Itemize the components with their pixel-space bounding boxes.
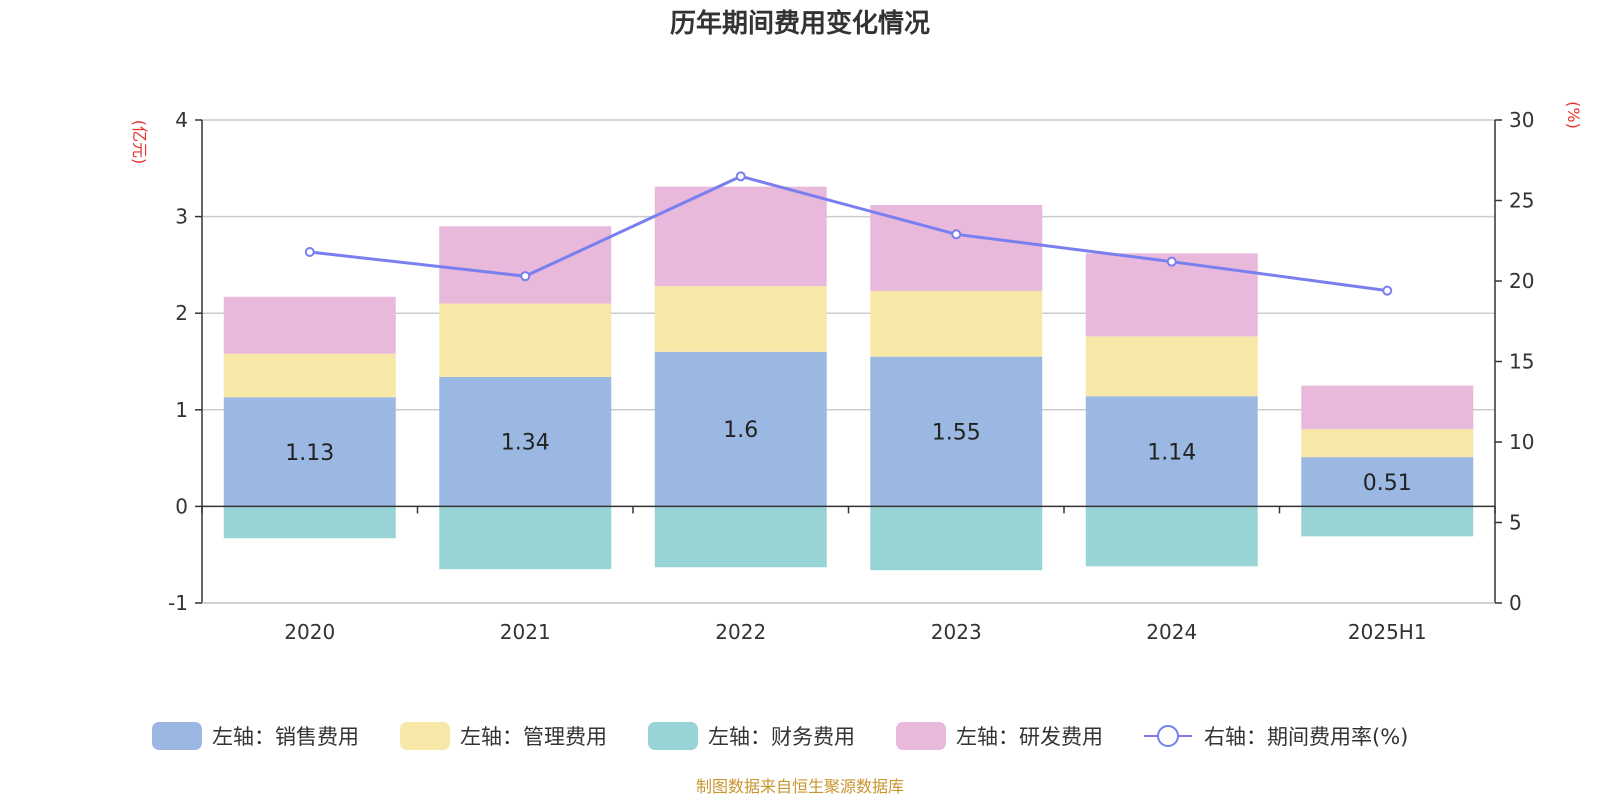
right-axis-tick-label: 5	[1509, 511, 1522, 535]
legend-swatch	[400, 722, 450, 750]
legend-label: 右轴：期间费用率(%)	[1204, 725, 1408, 749]
gridlines	[202, 119, 1495, 604]
bar-data-label: 1.13	[285, 441, 334, 466]
left-axis-tick-label: 3	[175, 205, 188, 229]
bar-segment	[654, 286, 827, 352]
bar-data-label: 1.6	[723, 418, 758, 443]
bar-segment	[223, 353, 396, 398]
bar-segment	[654, 506, 827, 568]
bar-segment	[439, 506, 612, 570]
x-axis-tick-label: 2020	[284, 620, 335, 644]
x-axis-tick-label: 2023	[931, 620, 982, 644]
bar-segment	[870, 290, 1043, 357]
bar-segment	[223, 397, 396, 507]
bar-segment	[439, 303, 612, 377]
bar-data-label: 1.34	[501, 431, 550, 456]
bar-segment	[223, 506, 396, 539]
legend-swatch	[648, 722, 698, 750]
legend-label: 左轴：研发费用	[956, 725, 1103, 749]
bar-segment	[1085, 253, 1258, 337]
legend-marker-swatch	[1157, 725, 1179, 747]
bar-segment	[870, 506, 1043, 571]
legend: 左轴：销售费用 左轴：管理费用 左轴：财务费用 左轴：研发费用 右轴：期间费用率(%)	[152, 722, 1408, 750]
bar-segment	[1301, 429, 1474, 458]
bar-segment	[870, 356, 1043, 507]
rate-line-group	[304, 171, 1393, 296]
right-axis-unit: (%)	[1564, 101, 1583, 129]
bar-segment	[1301, 457, 1474, 507]
right-axis-tick-label: 15	[1509, 350, 1534, 374]
right-axis-tick-label: 0	[1509, 591, 1522, 615]
x-axis-tick-label: 2025H1	[1348, 620, 1427, 644]
bar-segment	[1301, 385, 1474, 430]
bar-data-label: 1.14	[1147, 440, 1196, 465]
bar-segment	[439, 376, 612, 507]
x-axis-tick-label: 2021	[500, 620, 551, 644]
rate-point	[304, 247, 315, 258]
bar-segment	[223, 296, 396, 354]
bar-segment	[654, 351, 827, 507]
bar-data-label: 0.51	[1363, 471, 1412, 496]
left-axis-unit: (亿元)	[130, 120, 149, 165]
axes: -1 0 1 2 3 4 0 5 10 15 20 25 30 2020 2021 2022 2023 2024 2…	[168, 108, 1534, 644]
chart-title: 历年期间费用变化情况	[670, 8, 930, 39]
rate-point	[520, 271, 531, 282]
legend-label: 左轴：销售费用	[212, 725, 359, 749]
x-axis-tick-label: 2024	[1146, 620, 1197, 644]
legend-swatch	[152, 722, 202, 750]
left-axis-tick-label: 0	[175, 494, 188, 518]
bar-segment	[439, 226, 612, 304]
right-axis-tick-label: 20	[1509, 269, 1534, 293]
bar-segment	[1085, 506, 1258, 567]
source-note: 制图数据来自恒生聚源数据库	[696, 777, 904, 796]
bars-group	[223, 186, 1474, 571]
rate-point	[1382, 285, 1393, 296]
rate-point	[735, 171, 746, 182]
left-axis-tick-label: 4	[175, 108, 188, 132]
bar-segment	[1085, 396, 1258, 507]
right-axis-tick-label: 25	[1509, 189, 1534, 213]
data-labels: 1.13 1.34 1.6 1.55 1.14 0.51	[285, 418, 1411, 496]
rate-point	[951, 229, 962, 240]
left-axis-tick-label: 2	[175, 301, 188, 325]
right-axis-tick-label: 30	[1509, 108, 1534, 132]
bar-segment	[1085, 336, 1258, 397]
right-axis-tick-label: 10	[1509, 430, 1534, 454]
bar-segment	[654, 186, 827, 287]
legend-label: 左轴：管理费用	[460, 725, 607, 749]
bar-segment	[1301, 506, 1474, 537]
legend-label: 左轴：财务费用	[708, 725, 855, 749]
left-axis-tick-label: -1	[168, 591, 188, 615]
bar-data-label: 1.55	[932, 421, 981, 446]
legend-swatch	[896, 722, 946, 750]
rate-point	[1166, 256, 1177, 267]
rate-line	[309, 174, 1388, 293]
x-axis-tick-label: 2022	[715, 620, 766, 644]
left-axis-tick-label: 1	[175, 398, 188, 422]
